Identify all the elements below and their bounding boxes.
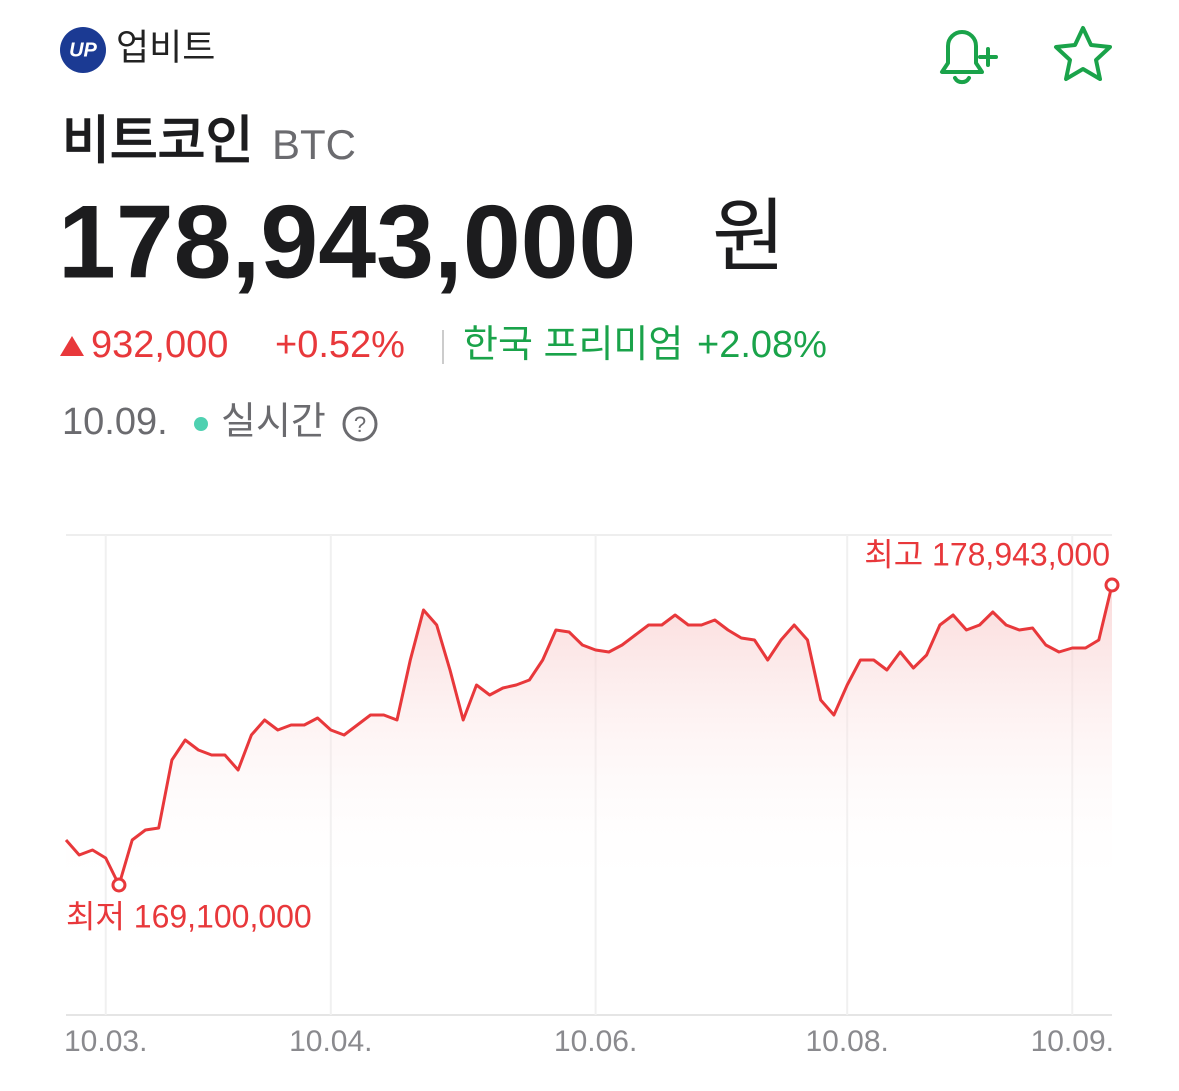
up-arrow xyxy=(60,336,84,356)
change-percent: +0.52% xyxy=(275,324,405,366)
help-button[interactable]: ? xyxy=(342,406,378,442)
logo xyxy=(60,27,106,73)
x-tick-label: 10.04. xyxy=(289,1025,372,1058)
brand: 업비트 xyxy=(116,27,215,68)
logo-text: UP xyxy=(69,39,97,61)
svg-text:?: ? xyxy=(354,412,366,437)
high-marker xyxy=(1104,577,1120,593)
premium-value: +2.08% xyxy=(697,324,827,366)
live-dot xyxy=(194,417,208,431)
x-tick-label: 10.03. xyxy=(64,1025,147,1058)
chart: 10.03. 10.04. 10.06. 10.08. 10.09. 최고 178,943… xyxy=(64,535,1120,1058)
price: 178,943,000 xyxy=(58,184,636,300)
price-line xyxy=(64,584,1114,887)
favorite-button[interactable] xyxy=(1054,26,1112,81)
alert-button[interactable] xyxy=(940,30,998,85)
premium-label: 한국 프리미엄 xyxy=(463,324,683,366)
price-unit: 원 xyxy=(712,192,786,281)
high-label: 최고 178,943,000 xyxy=(864,536,1110,572)
low-label: 최저 169,100,000 xyxy=(66,898,312,934)
low-marker xyxy=(111,877,127,893)
x-tick-label: 10.06. xyxy=(554,1025,637,1058)
area xyxy=(66,585,1112,895)
x-tick-label: 10.09. xyxy=(1031,1025,1114,1058)
change-amount: 932,000 xyxy=(91,324,228,366)
x-tick-label: 10.08. xyxy=(805,1025,888,1058)
asset-name: 비트코인 xyxy=(62,113,253,171)
live-label: 실시간 xyxy=(221,401,326,443)
date: 10.09. xyxy=(62,401,168,443)
asset-symbol: BTC xyxy=(272,121,356,168)
